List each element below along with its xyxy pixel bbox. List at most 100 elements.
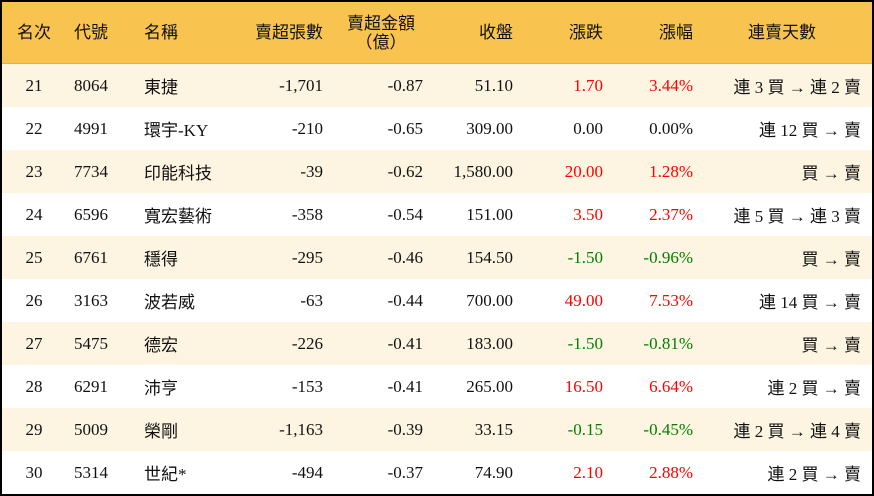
cell-code: 8064 (74, 75, 108, 95)
cell-amount: -0.65 (387, 118, 423, 138)
cell-name: 環宇-KY (144, 121, 209, 140)
cell-pct: -0.96% (643, 247, 693, 267)
cell-name: 東捷 (144, 78, 178, 97)
cell-code: 6291 (74, 376, 108, 396)
cell-streak: 買 → 賣 (801, 336, 862, 355)
cell-streak: 連 14 買 → 賣 (759, 293, 861, 312)
cell-close: 33.15 (474, 419, 513, 439)
cell-close: 700.00 (466, 290, 513, 310)
cell-rank: 29 (25, 419, 43, 439)
table-row: 23 7734 印能科技 -39 -0.62 1,580.00 20.00 1.28% 買 → … (2, 150, 872, 193)
header-streak: 連賣天數 (748, 23, 816, 42)
header-change: 漲跌 (569, 23, 603, 42)
cell-close: 151.00 (466, 204, 513, 224)
table-row: 21 8064 東捷 -1,701 -0.87 51.10 1.70 3.44% 連 3 買 →… (2, 64, 872, 107)
cell-code: 4991 (74, 118, 108, 138)
cell-close: 154.50 (466, 247, 513, 267)
cell-close: 265.00 (466, 376, 513, 396)
cell-rank: 26 (25, 290, 43, 310)
cell-amount: -0.37 (387, 462, 423, 482)
cell-pct: -0.45% (643, 419, 693, 439)
cell-amount: -0.41 (387, 333, 423, 353)
table-row: 30 5314 世紀* -494 -0.37 74.90 2.10 2.88% 連 2 買 → … (2, 451, 872, 494)
cell-name: 榮剛 (144, 422, 178, 441)
cell-shares: -63 (300, 290, 323, 310)
header-name: 名稱 (144, 23, 178, 42)
cell-change: 49.00 (564, 290, 603, 310)
cell-streak: 買 → 賣 (801, 164, 862, 183)
cell-pct: 2.88% (649, 462, 693, 482)
cell-code: 5475 (74, 333, 108, 353)
cell-close: 309.00 (466, 118, 513, 138)
cell-name: 德宏 (144, 336, 178, 355)
cell-streak: 連 2 買 → 賣 (767, 465, 862, 484)
cell-shares: -210 (291, 118, 323, 138)
cell-change: -1.50 (567, 247, 603, 267)
cell-rank: 23 (25, 161, 43, 181)
cell-shares: -1,701 (279, 75, 323, 95)
cell-code: 6761 (74, 247, 108, 267)
header-rank: 名次 (17, 23, 51, 42)
cell-change: -1.50 (567, 333, 603, 353)
cell-amount: -0.39 (387, 419, 423, 439)
cell-amount: -0.87 (387, 75, 423, 95)
table-row: 24 6596 寬宏藝術 -358 -0.54 151.00 3.50 2.37% 連 5 買 … (2, 193, 872, 236)
cell-close: 183.00 (466, 333, 513, 353)
cell-code: 5314 (74, 462, 108, 482)
cell-name: 沛亨 (144, 379, 178, 398)
cell-name: 印能科技 (144, 164, 212, 183)
cell-streak: 買 → 賣 (801, 250, 862, 269)
cell-shares: -358 (291, 204, 323, 224)
cell-pct: 7.53% (649, 290, 693, 310)
cell-shares: -1,163 (279, 419, 323, 439)
cell-streak: 連 3 買 → 連 2 賣 (733, 78, 862, 97)
cell-code: 7734 (74, 161, 108, 181)
cell-amount: -0.54 (387, 204, 423, 224)
cell-change: 1.70 (573, 75, 603, 95)
cell-shares: -153 (291, 376, 323, 396)
header-close: 收盤 (479, 23, 513, 42)
cell-rank: 30 (25, 462, 43, 482)
cell-pct: 2.37% (649, 204, 693, 224)
table-row: 27 5475 德宏 -226 -0.41 183.00 -1.50 -0.81% 買 → 賣 (2, 322, 872, 365)
cell-name: 穩得 (144, 250, 178, 269)
cell-code: 6596 (74, 204, 108, 224)
cell-shares: -226 (291, 333, 323, 353)
cell-amount: -0.62 (387, 161, 423, 181)
cell-name: 波若威 (144, 293, 195, 312)
table-header: 名次 代號 名稱 賣超張數 賣超金額 （億） 收盤 漲跌 漲幅 連賣天數 (2, 2, 872, 64)
table-row: 22 4991 環宇-KY -210 -0.65 309.00 0.00 0.00% 連 12 … (2, 107, 872, 150)
cell-close: 74.90 (474, 462, 513, 482)
cell-pct: -0.81% (643, 333, 693, 353)
cell-code: 3163 (74, 290, 108, 310)
header-amount-line1: 賣超金額 (347, 13, 415, 33)
table-row: 29 5009 榮剛 -1,163 -0.39 33.15 -0.15 -0.45% 連 2 買… (2, 408, 872, 451)
cell-streak: 連 12 買 → 賣 (759, 121, 861, 140)
cell-pct: 0.00% (649, 118, 693, 138)
cell-shares: -295 (291, 247, 323, 267)
table-row: 28 6291 沛亨 -153 -0.41 265.00 16.50 6.64% 連 2 買 →… (2, 365, 872, 408)
cell-amount: -0.46 (387, 247, 423, 267)
cell-rank: 25 (25, 247, 43, 267)
cell-pct: 3.44% (649, 75, 693, 95)
cell-rank: 27 (25, 333, 43, 353)
cell-streak: 連 2 買 → 連 4 賣 (733, 422, 862, 441)
cell-rank: 21 (25, 75, 43, 95)
cell-streak: 連 5 買 → 連 3 賣 (733, 207, 862, 226)
header-amount-line2: （億） (355, 32, 407, 52)
cell-change: 0.00 (573, 118, 603, 138)
cell-change: 20.00 (564, 161, 603, 181)
cell-close: 51.10 (474, 75, 513, 95)
cell-name: 寬宏藝術 (144, 207, 212, 226)
cell-shares: -39 (300, 161, 323, 181)
header-amount: 賣超金額 （億） (338, 2, 424, 63)
cell-rank: 28 (25, 376, 43, 396)
cell-pct: 1.28% (649, 161, 693, 181)
header-code: 代號 (74, 23, 108, 42)
cell-close: 1,580.00 (453, 161, 514, 181)
cell-pct: 6.64% (649, 376, 693, 396)
cell-change: 16.50 (564, 376, 603, 396)
cell-rank: 22 (25, 118, 43, 138)
header-pct: 漲幅 (659, 23, 693, 42)
